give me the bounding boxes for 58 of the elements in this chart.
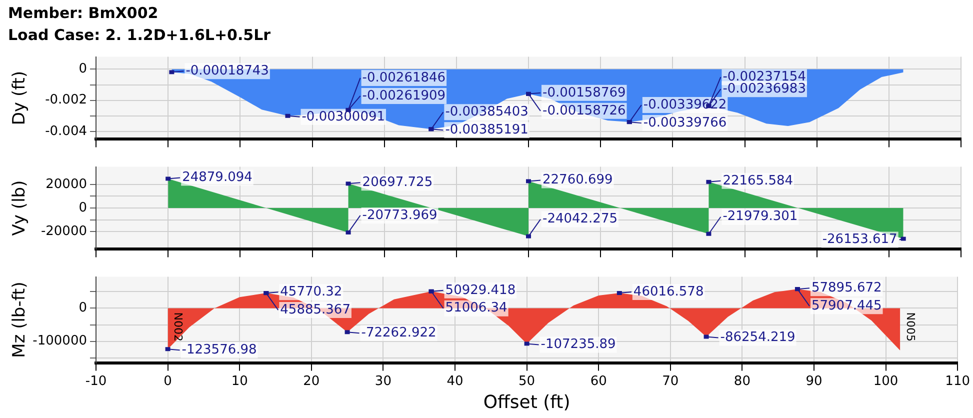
x-tick-label: -10 <box>85 374 107 389</box>
annotation: -0.00339766 <box>643 115 727 130</box>
annotation: -20773.969 <box>362 208 438 223</box>
x-tick-label: 100 <box>873 374 898 389</box>
x-tick-label: 40 <box>446 374 464 389</box>
annotation: -26153.617 <box>822 232 898 248</box>
annotation: -72262.922 <box>361 326 436 340</box>
annotation: 46016.578 <box>633 284 704 300</box>
x-tick-label: 110 <box>945 374 970 389</box>
y-tick-label: -100000 <box>32 334 87 349</box>
annotation: -24042.275 <box>542 212 618 227</box>
annotation: -107235.89 <box>540 337 616 352</box>
y-tick-label: 0 <box>78 62 87 77</box>
annotation: -123576.98 <box>182 342 257 358</box>
x-tick-label: 90 <box>806 374 822 389</box>
x-tick-label: 80 <box>734 374 750 389</box>
x-tick-label: 20 <box>303 374 320 389</box>
annotation: N005 <box>904 312 917 342</box>
x-tick-label: 60 <box>590 374 607 389</box>
annotation: -0.00158726 <box>542 103 626 118</box>
annotation: 20697.725 <box>362 175 433 190</box>
y-tick-label: 20000 <box>46 176 87 192</box>
annotation: -0.00300091 <box>302 109 386 124</box>
annotation: -0.00018743 <box>186 64 269 79</box>
annotation: 45770.32 <box>280 284 342 300</box>
y-tick-label: -0.002 <box>45 92 87 108</box>
x-axis-title: Offset (ft) <box>483 392 570 413</box>
annotation: 51006.34 <box>445 300 508 316</box>
annotation: -21979.301 <box>722 209 798 224</box>
y-axis-title: Mz (lb-ft) <box>10 282 30 358</box>
x-tick-label: 50 <box>518 374 536 389</box>
y-tick-label: 0 <box>78 200 87 216</box>
y-tick-label: -0.004 <box>45 124 87 139</box>
y-tick-label: 0 <box>78 300 87 316</box>
annotation: -0.00236983 <box>722 81 806 96</box>
annotation: 24879.094 <box>182 170 252 186</box>
annotation: -0.00385403 <box>445 104 528 120</box>
x-tick-label: 0 <box>164 374 172 389</box>
x-tick-label: 70 <box>662 374 679 389</box>
annotation: 50929.418 <box>445 282 516 298</box>
annotation: 22760.699 <box>542 172 613 188</box>
annotation: 57907.445 <box>811 298 882 314</box>
annotation: 22165.584 <box>722 173 794 188</box>
chart-subtitle: Load Case: 2. 1.2D+1.6L+0.5Lr <box>8 25 271 46</box>
x-tick-label: 10 <box>231 374 248 389</box>
y-axis-title: Dy (ft) <box>10 70 30 126</box>
annotation: 45885.367 <box>280 302 350 318</box>
chart-title: Member: BmX002 <box>8 3 160 24</box>
y-axis-title: Vy (lb) <box>10 180 30 236</box>
y-tick-label: -20000 <box>40 224 87 239</box>
annotation: -0.00261846 <box>362 70 446 86</box>
annotation: 57895.672 <box>811 280 882 296</box>
annotation: -0.00261909 <box>362 88 446 104</box>
annotation: N002 <box>171 312 184 342</box>
annotation: -86254.219 <box>720 330 796 346</box>
x-tick-label: 30 <box>374 374 392 389</box>
annotation: -0.00158769 <box>542 85 626 100</box>
annotation: -0.00385191 <box>445 122 528 138</box>
